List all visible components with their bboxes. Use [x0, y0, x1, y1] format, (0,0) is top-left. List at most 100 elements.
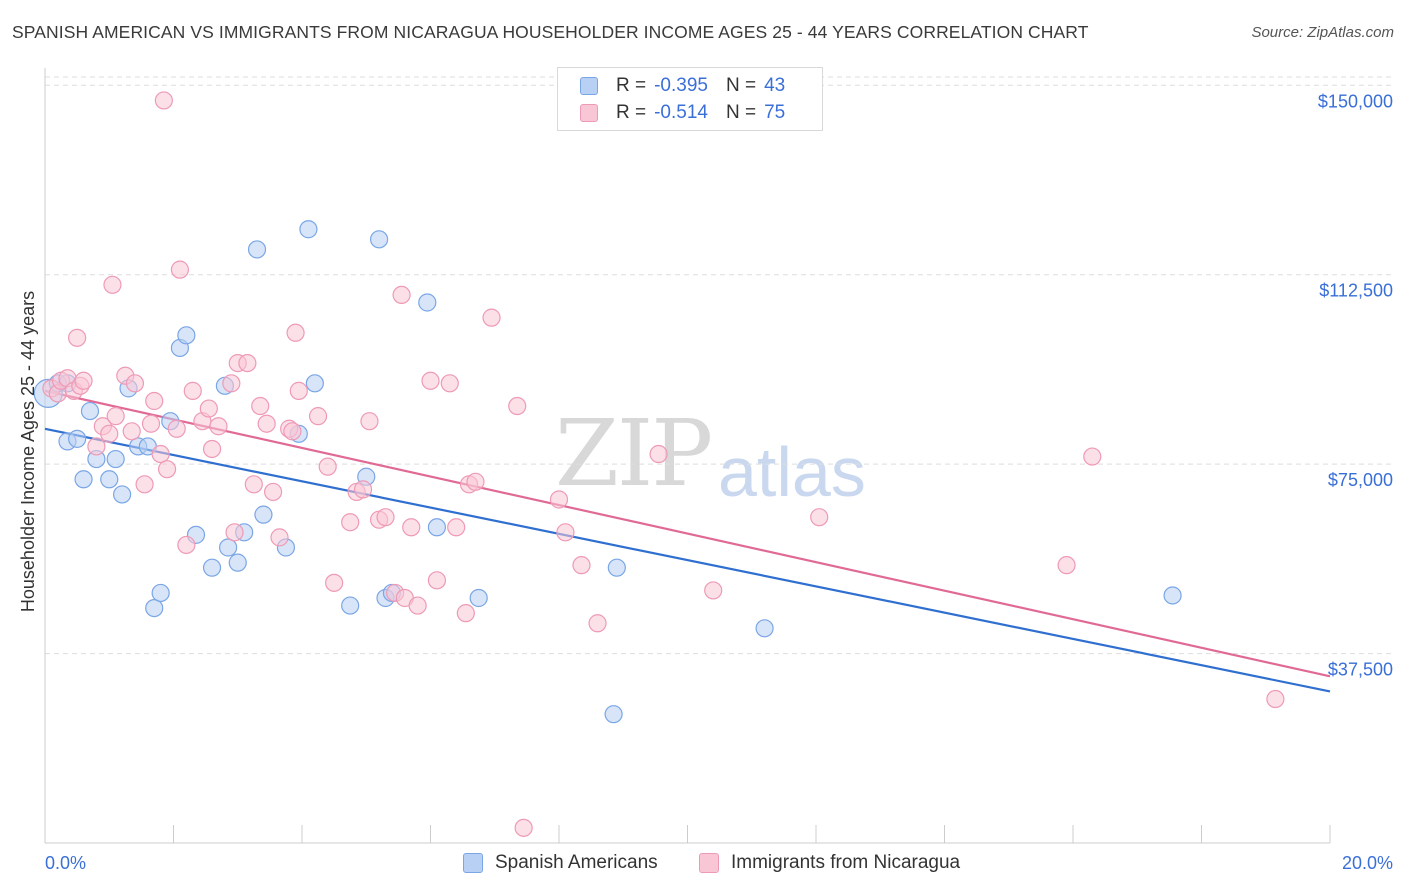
nicaragua-point: [421, 371, 440, 390]
nicaragua-point: [704, 581, 723, 600]
nicaragua-point: [1266, 689, 1285, 709]
nicaragua-point: [257, 414, 276, 433]
nicaragua-point: [427, 571, 447, 590]
legend-row-nicaragua: R = -0.514 N = 75: [580, 101, 785, 125]
nicaragua-point: [199, 399, 218, 418]
spanish-americans-point: [68, 429, 87, 448]
nicaragua-point: [74, 371, 93, 390]
nicaragua-point: [556, 523, 575, 542]
bottom-legend-spanish-americans: Spanish Americans: [463, 852, 658, 874]
spanish-americans-point: [202, 558, 222, 577]
spanish-americans-point: [427, 518, 447, 537]
spanish-americans-point: [112, 485, 132, 504]
legend-row-spanish-americans: R = -0.395 N = 43: [580, 74, 785, 98]
legend-r-value: -0.514: [654, 102, 708, 123]
nicaragua-point: [341, 513, 360, 532]
nicaragua-point: [318, 457, 337, 476]
spanish-americans-point: [299, 220, 318, 239]
nicaragua-point: [353, 480, 373, 499]
legend-r-value: -0.395: [654, 75, 708, 96]
nicaragua-point: [308, 407, 328, 426]
nicaragua-point: [289, 381, 308, 400]
nicaragua-point: [167, 419, 186, 438]
nicaragua-point: [225, 523, 244, 542]
legend-n-label: N =: [725, 75, 757, 96]
nicaragua-point: [154, 91, 173, 110]
spanish-americans-point: [145, 598, 164, 618]
spanish-americans-point: [151, 583, 170, 603]
nicaragua-trendline: [44, 389, 1331, 678]
spanish-americans-point: [469, 588, 488, 608]
nicaragua-point: [202, 439, 222, 459]
y-tick-label: $75,000: [1328, 470, 1393, 490]
y-tick-label: $37,500: [1328, 660, 1393, 680]
nicaragua-point: [238, 353, 257, 373]
spanish-americans-point: [1163, 586, 1182, 605]
nicaragua-point: [209, 417, 228, 436]
nicaragua-point: [402, 518, 421, 537]
axis-layer: [44, 68, 1331, 844]
nicaragua-point: [514, 818, 533, 837]
spanish-americans-point: [418, 293, 437, 312]
nicaragua-point: [482, 308, 501, 327]
bottom-legend-swatch-blue: [463, 853, 483, 873]
x-tick-label: 20.0%: [1342, 853, 1393, 873]
nicaragua-point: [1083, 447, 1102, 466]
bottom-legend-nicaragua: Immigrants from Nicaragua: [699, 852, 960, 874]
nicaragua-point: [810, 508, 829, 527]
nicaragua-point: [440, 374, 459, 393]
nicaragua-point: [177, 535, 196, 555]
nicaragua-point: [135, 475, 154, 494]
nicaragua-point: [447, 518, 466, 537]
spanish-americans-point: [80, 401, 100, 421]
nicaragua-point: [145, 391, 164, 411]
bottom-legend-swatch-pink: [699, 853, 719, 873]
watermark-zip: ZIP: [555, 400, 713, 507]
nicaragua-point: [151, 444, 170, 464]
nicaragua-point: [244, 475, 263, 494]
nicaragua-point: [466, 472, 485, 491]
nicaragua-point: [222, 374, 241, 393]
nicaragua-point: [170, 260, 190, 279]
label-layer: $37,500 $75,000 $112,500 $150,000 0.0% 20.0% H…: [18, 91, 1393, 873]
nicaragua-point: [100, 424, 119, 443]
nicaragua-point: [360, 412, 379, 431]
correlation-legend: R = -0.395 N = 43 R = -0.514 N = 75: [557, 67, 823, 131]
spanish-americans-point: [305, 374, 324, 393]
nicaragua-point: [141, 414, 161, 433]
nicaragua-point: [270, 528, 289, 547]
nicaragua-point: [649, 444, 668, 464]
nicaragua-point: [286, 323, 305, 342]
nicaragua-point: [87, 437, 106, 456]
spanish-americans-point: [755, 619, 774, 638]
nicaragua-point: [508, 396, 527, 416]
spanish-americans-point: [607, 558, 626, 577]
y-tick-label: $150,000: [1318, 91, 1393, 111]
legend-n-value: 75: [764, 102, 786, 123]
nicaragua-point: [549, 490, 569, 509]
spanish-americans-trendline: [44, 427, 1331, 693]
y-tick-label: $112,500: [1319, 281, 1393, 301]
nicaragua-point: [456, 604, 475, 623]
nicaragua-point: [1057, 556, 1076, 575]
legend-n-value: 43: [764, 75, 786, 96]
legend-n-label: N =: [725, 102, 757, 123]
spanish-americans-point: [177, 326, 196, 345]
spanish-americans-point: [228, 553, 247, 572]
nicaragua-point: [125, 374, 145, 393]
spanish-americans-point: [370, 230, 389, 249]
bottom-legend-label: Spanish Americans: [495, 852, 658, 873]
legend-r-label: R =: [616, 102, 647, 123]
spanish-americans-point: [247, 240, 267, 259]
legend-swatch-blue: [580, 77, 598, 95]
spanish-americans-point: [341, 596, 360, 615]
nicaragua-point: [103, 275, 122, 294]
nicaragua-point: [157, 460, 177, 479]
trend-layer: [44, 389, 1331, 693]
chart-source: Source: ZipAtlas.com: [1251, 24, 1394, 41]
spanish-americans-point: [254, 505, 273, 524]
nicaragua-point: [106, 407, 125, 426]
nicaragua-point: [251, 396, 270, 416]
nicaragua-point: [588, 614, 607, 633]
